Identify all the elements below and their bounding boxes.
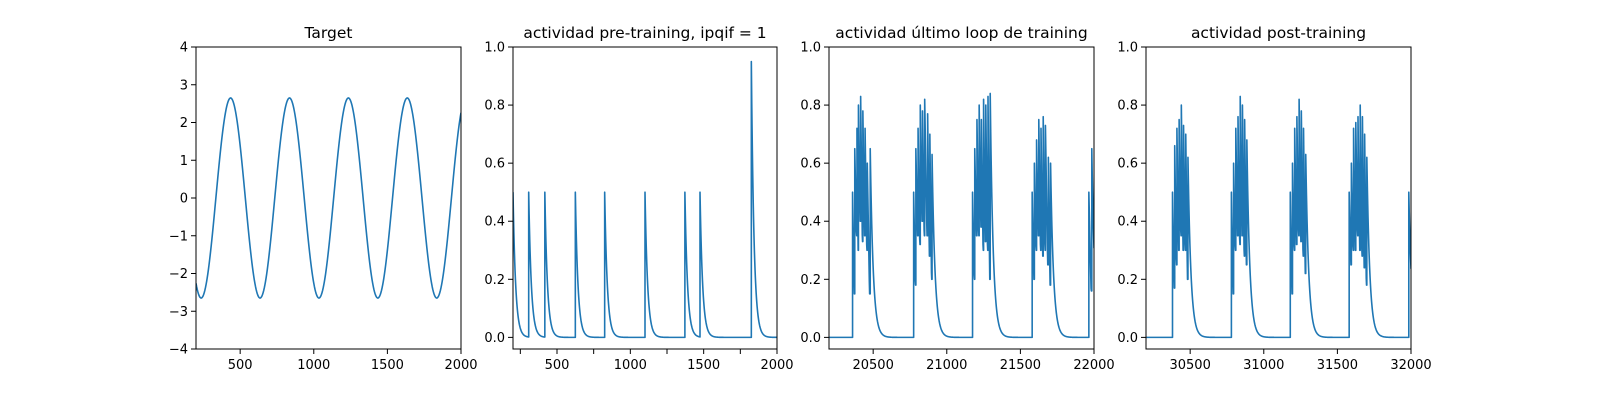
panel-target: 500 1000 1500 2000 −4 −3 −2 −1 0 1 2 3 4 Target <box>169 24 478 373</box>
panel-post-training: 30500 31000 31500 32000 0.0 0.2 0.4 0.6 0.8 1.0 ac… <box>1117 24 1431 373</box>
y-tick-label: 0.6 <box>1117 157 1138 172</box>
y-tick-label: 1 <box>180 154 188 169</box>
y-tick-label: 0.6 <box>800 157 821 172</box>
y-tick-label: 0.0 <box>1117 331 1138 346</box>
y-tick-label: 0.2 <box>800 273 821 288</box>
x-tick-label: 2000 <box>444 358 477 373</box>
axes-frame <box>1145 46 1412 350</box>
y-tick-label: 0.2 <box>484 273 505 288</box>
y-tick-label: 0.4 <box>800 215 821 230</box>
y-tick-label: −1 <box>169 229 188 244</box>
y-tick-label: 4 <box>180 41 188 56</box>
x-tick-label: 1500 <box>687 358 720 373</box>
y-tick-label: 1.0 <box>800 41 821 56</box>
panel-title: actividad pre-training, ipqif = 1 <box>523 24 766 42</box>
panel-last-training-loop: 20500 21000 21500 22000 0.0 0.2 0.4 0.6 0.8 1.0 ac… <box>800 24 1114 373</box>
series-line <box>1146 95 1411 339</box>
panel-title: actividad último loop de training <box>835 24 1087 42</box>
y-tick-label: 0.0 <box>484 331 505 346</box>
x-tick-label: 21500 <box>1000 358 1041 373</box>
x-tick-label: 500 <box>228 358 253 373</box>
y-tick-label: 0.0 <box>800 331 821 346</box>
y-tick-label: 0.8 <box>484 99 505 114</box>
y-tick-label: 0.2 <box>1117 273 1138 288</box>
y-tick-label: 0.4 <box>1117 215 1138 230</box>
panel-title: Target <box>304 24 353 42</box>
x-tick-label: 31000 <box>1243 358 1284 373</box>
axes-frame <box>828 46 1095 350</box>
y-tick-label: 0.6 <box>484 157 505 172</box>
y-tick-label: 1.0 <box>1117 41 1138 56</box>
series-line <box>513 60 777 339</box>
x-tick-label: 500 <box>545 358 570 373</box>
y-tick-label: 1.0 <box>484 41 505 56</box>
x-tick-label: 32000 <box>1390 358 1431 373</box>
x-tick-label: 31500 <box>1317 358 1358 373</box>
x-tick-label: 20500 <box>852 358 893 373</box>
x-tick-label: 30500 <box>1169 358 1210 373</box>
x-tick-label: 1500 <box>371 358 404 373</box>
y-tick-label: −4 <box>169 343 188 358</box>
panel-pre-training: 500 1000 1500 2000 0.0 0.2 0.4 0.6 0.8 1.0 activid… <box>484 24 793 373</box>
y-tick-label: 0.4 <box>484 215 505 230</box>
y-tick-label: 0.8 <box>800 99 821 114</box>
y-tick-label: 0.8 <box>1117 99 1138 114</box>
series-line <box>196 97 461 299</box>
y-tick-label: 2 <box>180 116 188 131</box>
series-line <box>829 92 1094 339</box>
x-tick-label: 22000 <box>1073 358 1114 373</box>
x-tick-label: 2000 <box>760 358 793 373</box>
axes-frame <box>512 46 778 350</box>
panel-title: actividad post-training <box>1191 24 1366 42</box>
x-tick-label: 1000 <box>614 358 647 373</box>
x-tick-label: 1000 <box>297 358 330 373</box>
x-tick-label: 21000 <box>926 358 967 373</box>
y-tick-label: 3 <box>180 78 188 93</box>
y-tick-label: −3 <box>169 305 188 320</box>
y-tick-label: −2 <box>169 267 188 282</box>
y-tick-label: 0 <box>180 192 188 207</box>
